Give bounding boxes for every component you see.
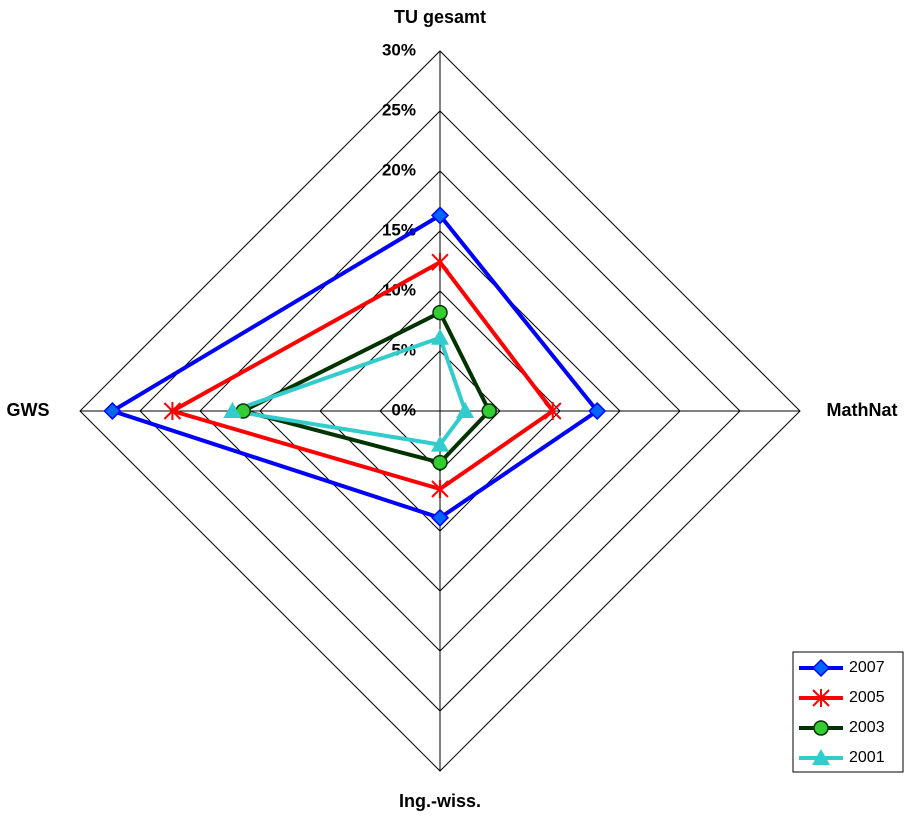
legend-marker [813, 720, 829, 736]
legend-marker [812, 689, 830, 707]
marker [430, 206, 450, 225]
marker [431, 253, 449, 272]
r-tick-label: 15% [382, 220, 416, 239]
marker [223, 402, 242, 418]
legend-label: 2007 [849, 659, 885, 676]
legend-marker [812, 749, 830, 765]
category-label: TU gesamt [394, 7, 486, 27]
legend: 2007 2005 2003 2001 [792, 651, 904, 773]
marker [432, 454, 448, 471]
series-line [241, 310, 492, 465]
series-line [230, 335, 468, 447]
category-label: GWS [7, 400, 50, 420]
category-label: MathNat [827, 400, 898, 420]
r-tick-label: 30% [382, 40, 416, 59]
marker [544, 402, 562, 420]
marker [163, 402, 182, 420]
legend-label: 2003 [849, 719, 885, 736]
marker [588, 401, 607, 421]
marker [431, 480, 449, 498]
marker [481, 403, 497, 419]
legend-label: 2001 [849, 749, 885, 766]
marker [456, 402, 475, 418]
legend-marker [811, 658, 831, 678]
series-line [170, 260, 555, 491]
marker [103, 401, 122, 421]
marker [430, 508, 450, 527]
category-label: Ing.-wiss. [399, 791, 481, 811]
r-tick-label: 25% [382, 100, 416, 119]
marker [432, 304, 448, 321]
legend-box [792, 651, 904, 773]
marker [431, 328, 449, 345]
r-tick-label: 10% [382, 280, 416, 299]
legend-label: 2005 [849, 689, 885, 706]
r-tick-label: 0% [391, 400, 416, 419]
r-tick-label: 20% [382, 160, 416, 179]
marker [431, 435, 449, 452]
